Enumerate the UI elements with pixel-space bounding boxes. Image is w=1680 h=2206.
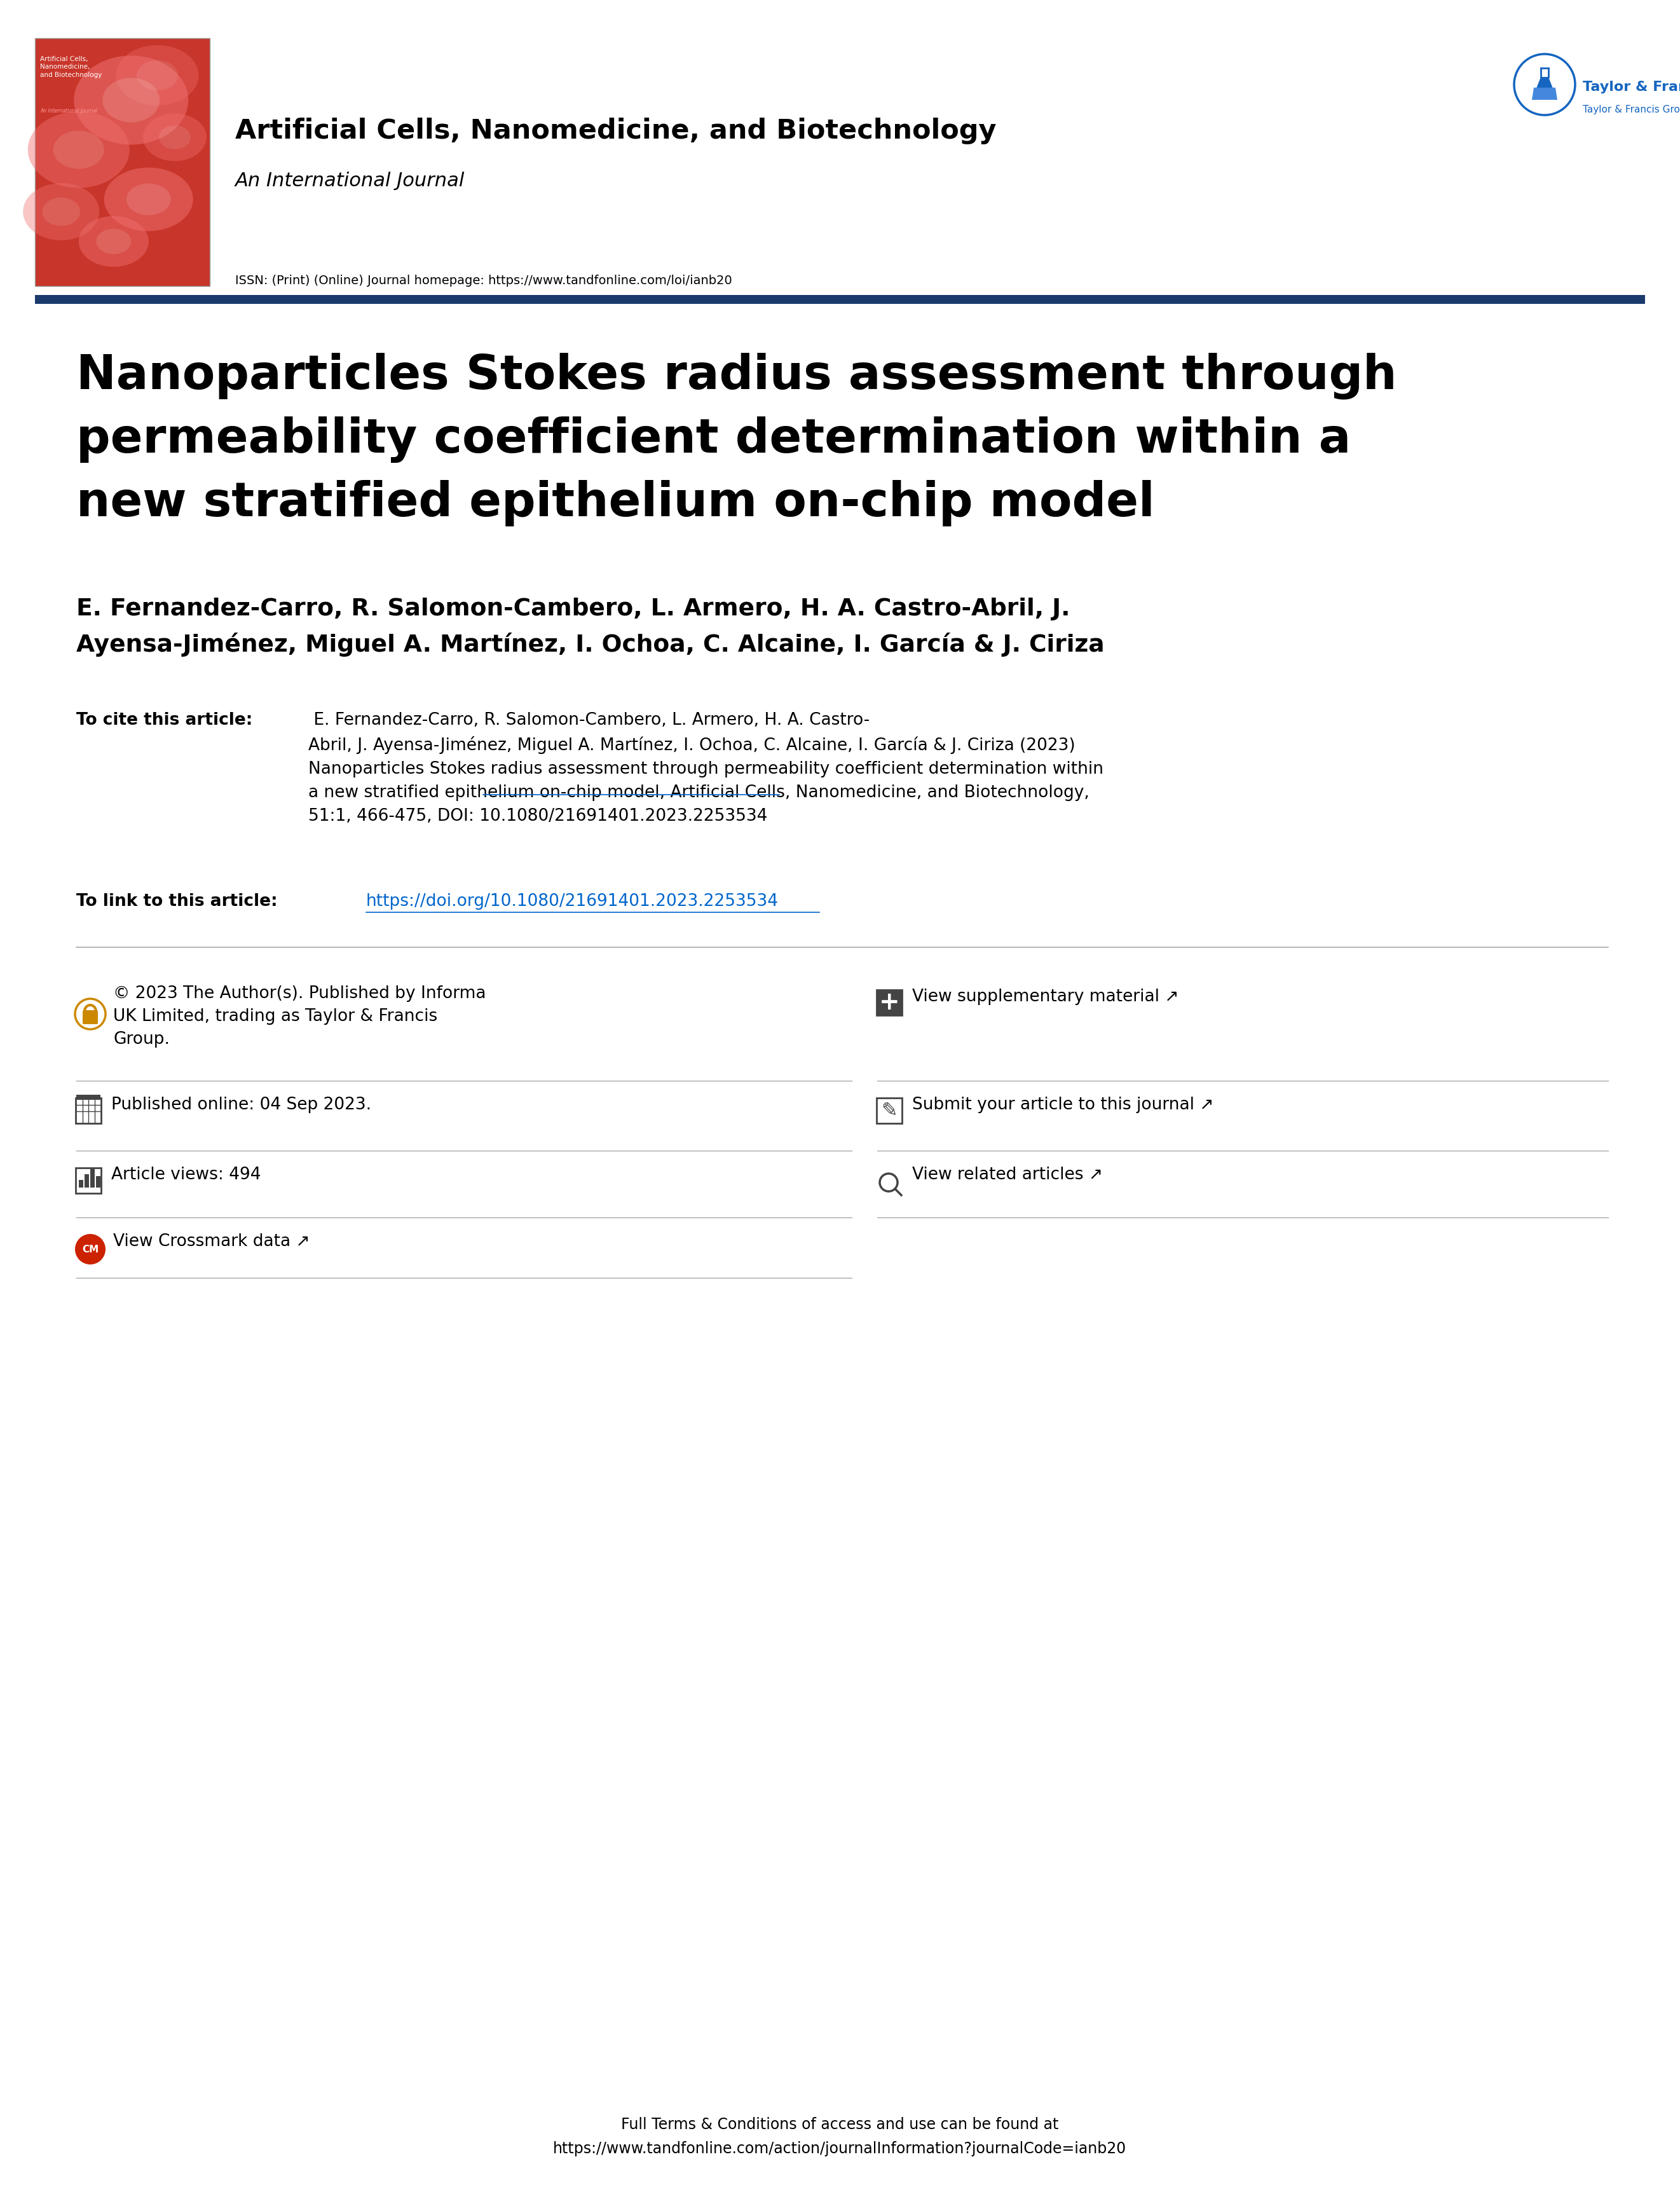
FancyBboxPatch shape	[82, 1010, 97, 1024]
Text: E. Fernandez-Carro, R. Salomon-Cambero, L. Armero, H. A. Castro-Abril, J.: E. Fernandez-Carro, R. Salomon-Cambero, …	[76, 598, 1070, 620]
Text: permeability coefficient determination within a: permeability coefficient determination w…	[76, 417, 1351, 463]
Bar	[79, 1180, 84, 1187]
Text: ✎: ✎	[880, 1101, 897, 1121]
Text: Submit your article to this journal ↗: Submit your article to this journal ↗	[912, 1096, 1213, 1114]
Bar	[35, 38, 210, 287]
Text: https://doi.org/10.1080/21691401.2023.2253534: https://doi.org/10.1080/21691401.2023.22…	[366, 893, 778, 909]
Text: CM: CM	[82, 1244, 99, 1253]
Circle shape	[76, 1233, 106, 1264]
Bar	[35, 296, 1645, 304]
Text: © 2023 The Author(s). Published by Informa
UK Limited, trading as Taylor & Franc: © 2023 The Author(s). Published by Infor…	[113, 986, 486, 1048]
Ellipse shape	[116, 44, 198, 106]
Text: Nanoparticles Stokes radius assessment through: Nanoparticles Stokes radius assessment t…	[76, 353, 1396, 399]
Ellipse shape	[143, 113, 207, 161]
Text: https://www.tandfonline.com/action/journalInformation?journalCode=ianb20: https://www.tandfonline.com/action/journ…	[553, 2142, 1127, 2157]
Text: ISSN: (Print) (Online) Journal homepage: https://www.tandfonline.com/loi/ianb20: ISSN: (Print) (Online) Journal homepage:…	[235, 274, 732, 287]
Text: Taylor & Francis Group: Taylor & Francis Group	[1583, 106, 1680, 115]
Ellipse shape	[79, 216, 148, 267]
Bar	[76, 1094, 101, 1101]
Text: An International Journal: An International Journal	[40, 108, 97, 115]
Text: Ayensa-Jiménez, Miguel A. Martínez, I. Ochoa, C. Alcaine, I. García & J. Ciriza: Ayensa-Jiménez, Miguel A. Martínez, I. O…	[76, 633, 1104, 657]
Ellipse shape	[74, 55, 188, 146]
Text: Published online: 04 Sep 2023.: Published online: 04 Sep 2023.	[111, 1096, 371, 1114]
Text: E. Fernandez-Carro, R. Salomon-Cambero, L. Armero, H. A. Castro-
Abril, J. Ayens: E. Fernandez-Carro, R. Salomon-Cambero, …	[307, 713, 1104, 825]
Text: Article views: 494: Article views: 494	[111, 1167, 260, 1182]
Text: Artificial Cells,
Nanomedicine,
and Biotechnology: Artificial Cells, Nanomedicine, and Biot…	[40, 55, 102, 77]
Text: View Crossmark data ↗: View Crossmark data ↗	[113, 1233, 309, 1251]
Bar	[91, 1169, 94, 1187]
Ellipse shape	[54, 130, 104, 170]
Bar	[96, 1176, 101, 1187]
Text: To cite this article:: To cite this article:	[76, 713, 252, 728]
Ellipse shape	[24, 183, 99, 240]
Ellipse shape	[29, 113, 129, 188]
Text: +: +	[879, 990, 899, 1015]
Ellipse shape	[96, 229, 131, 254]
Ellipse shape	[160, 126, 192, 150]
Bar	[84, 1174, 89, 1187]
Text: View related articles ↗: View related articles ↗	[912, 1167, 1102, 1182]
Text: View supplementary material ↗: View supplementary material ↗	[912, 988, 1179, 1006]
Ellipse shape	[126, 183, 171, 216]
FancyBboxPatch shape	[877, 990, 902, 1015]
Ellipse shape	[104, 168, 193, 232]
Ellipse shape	[136, 60, 178, 90]
Text: Artificial Cells, Nanomedicine, and Biotechnology: Artificial Cells, Nanomedicine, and Biot…	[235, 117, 996, 143]
Ellipse shape	[102, 77, 160, 121]
Text: To link to this article:: To link to this article:	[76, 893, 289, 909]
Polygon shape	[1532, 77, 1557, 99]
Ellipse shape	[42, 196, 81, 225]
Text: An International Journal: An International Journal	[235, 172, 465, 190]
Text: Taylor & Francis: Taylor & Francis	[1583, 82, 1680, 93]
Polygon shape	[1532, 88, 1557, 99]
Text: new stratified epithelium on-chip model: new stratified epithelium on-chip model	[76, 481, 1154, 527]
Text: Full Terms & Conditions of access and use can be found at: Full Terms & Conditions of access and us…	[622, 2118, 1058, 2133]
